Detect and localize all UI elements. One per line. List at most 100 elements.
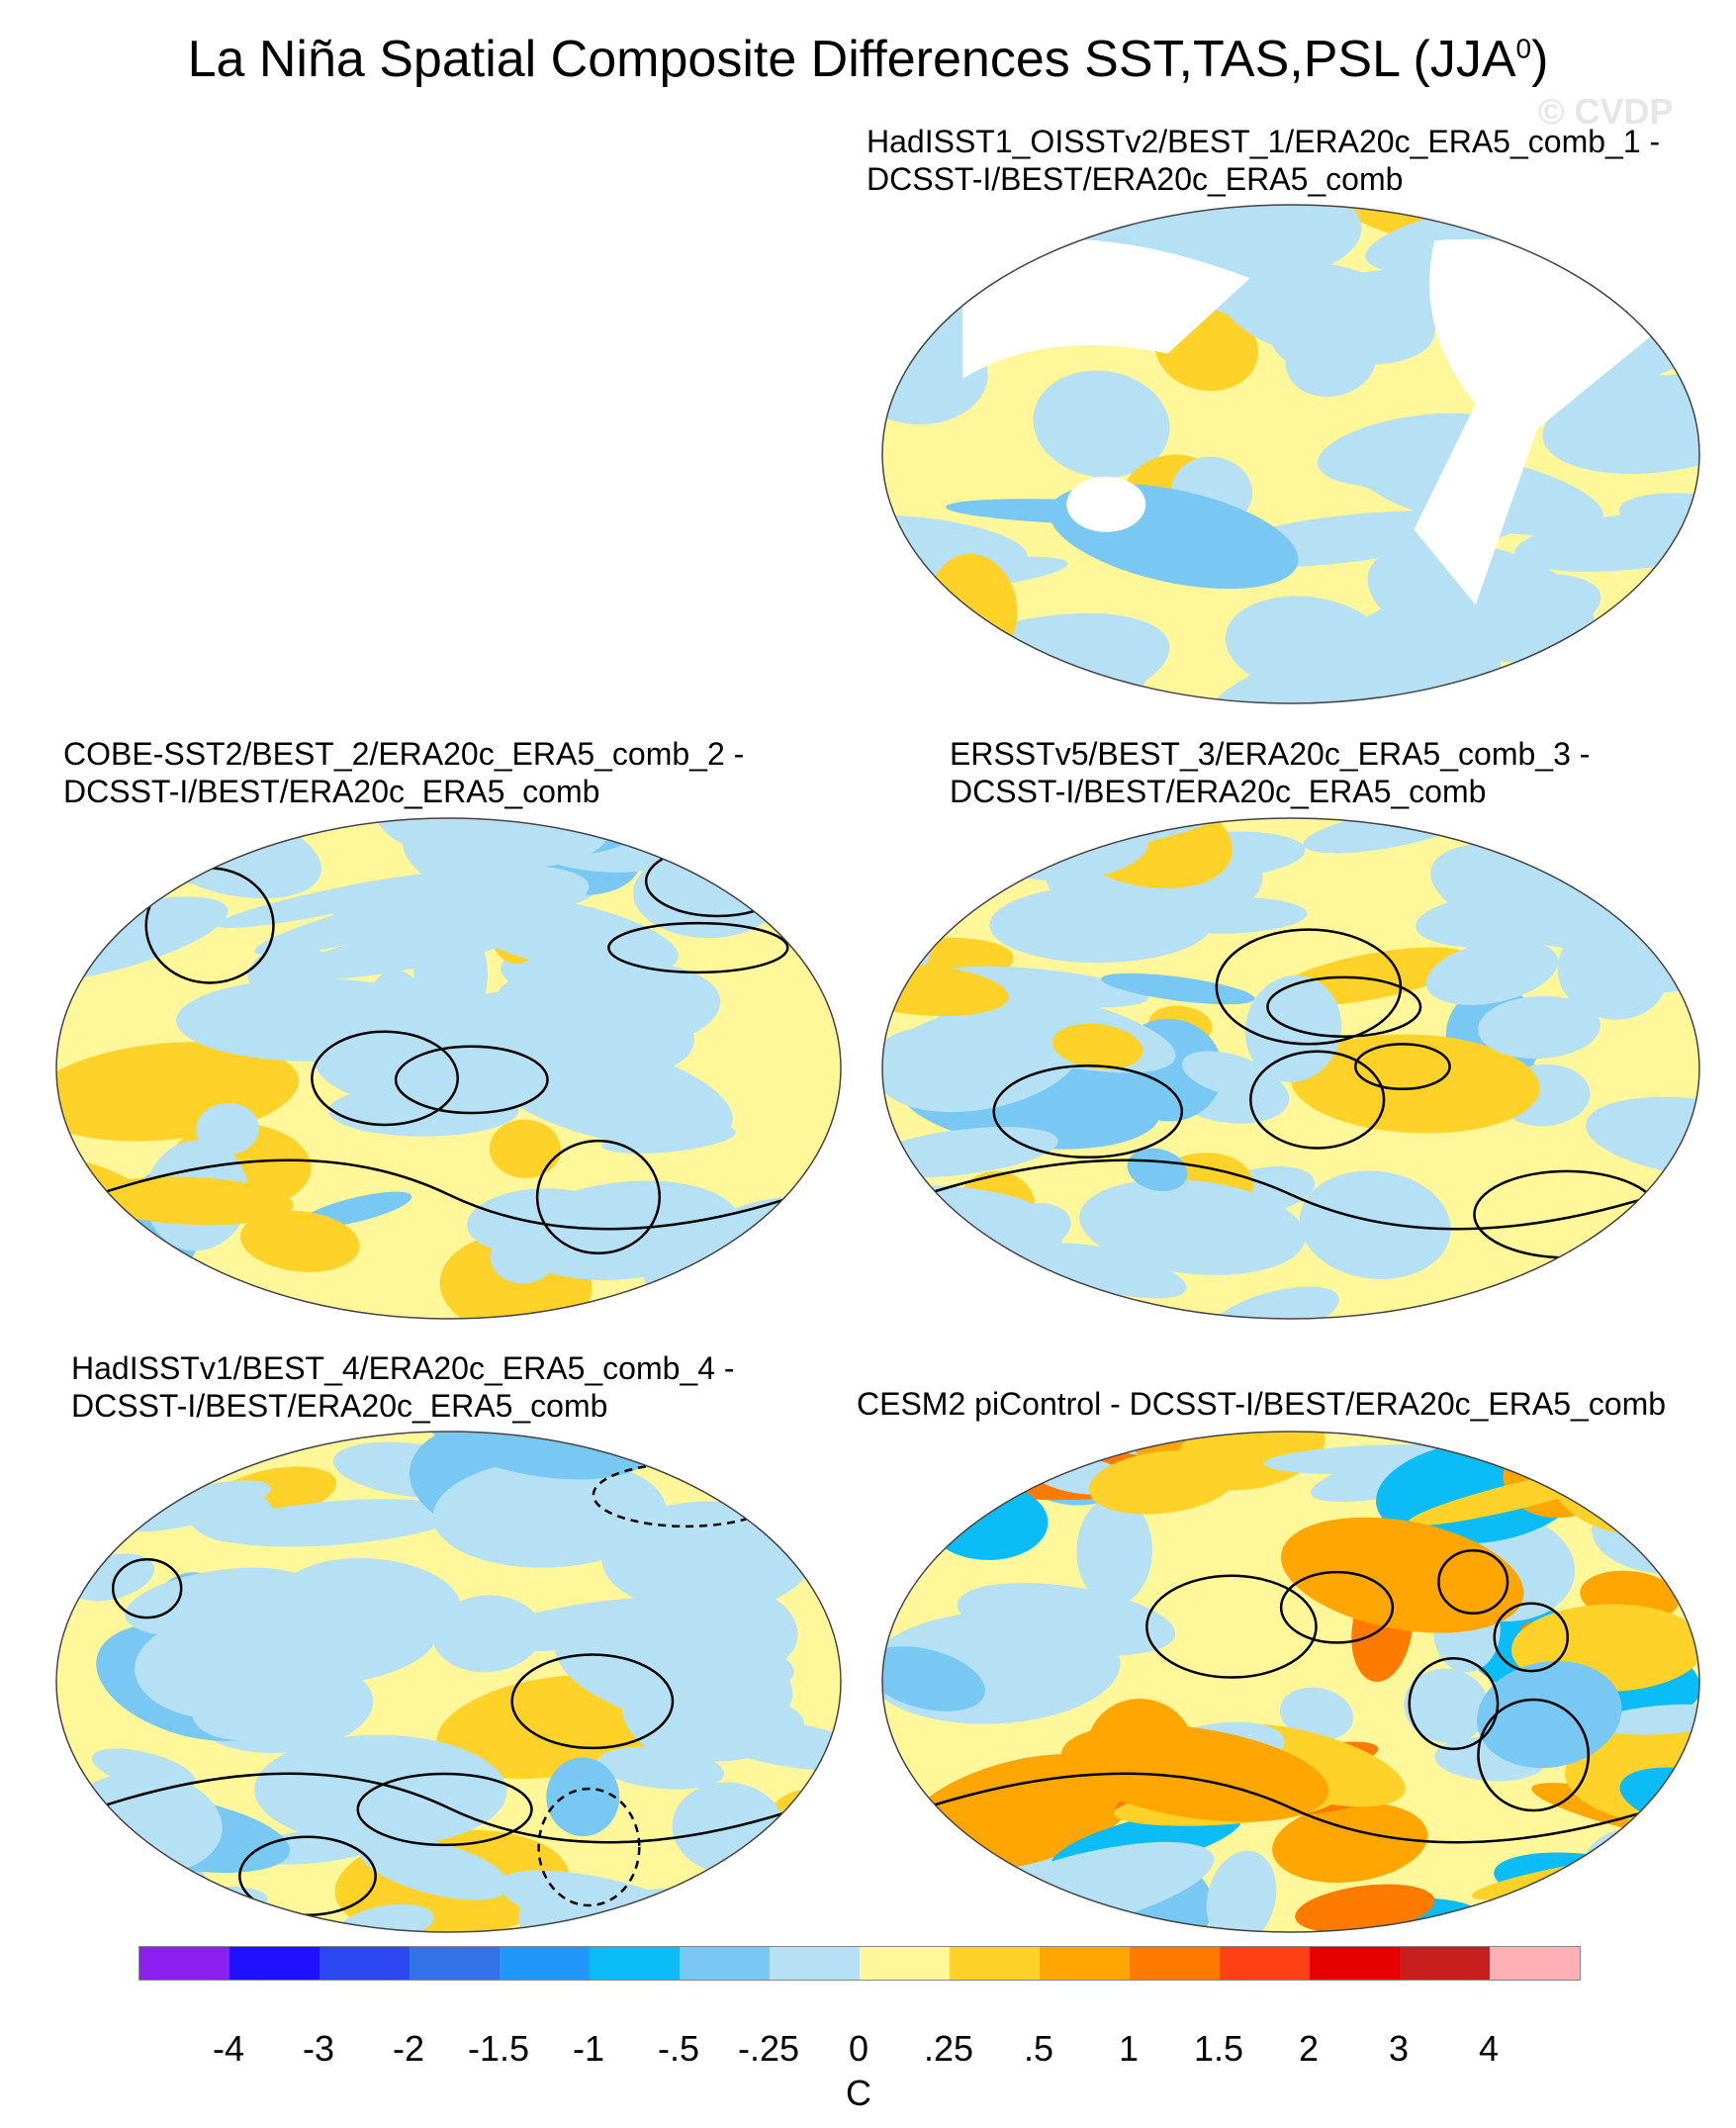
psl-contour <box>535 1139 662 1255</box>
anomaly-blob <box>338 1903 434 1932</box>
anomaly-blob <box>186 1485 276 1543</box>
anomaly-blob <box>1404 1668 1490 1743</box>
anomaly-blob <box>473 977 674 1038</box>
colorbar-tick-label: 0 <box>848 2028 869 2069</box>
anomaly-blob <box>239 1210 360 1272</box>
anomaly-blob <box>1596 1704 1699 1735</box>
anomaly-blob <box>1425 939 1559 1005</box>
psl-contour <box>394 1045 549 1115</box>
colorbar-swatch-5 <box>590 1947 680 1980</box>
map-outline <box>881 1431 1700 1933</box>
psl-contour <box>356 1772 533 1847</box>
anomaly-blob <box>254 881 513 956</box>
colorbar-swatch-13 <box>1310 1947 1400 1980</box>
page-title: La Niña Spatial Composite Differences SS… <box>187 31 1549 88</box>
psl-contour <box>607 921 789 974</box>
anomaly-blob <box>1281 1517 1524 1633</box>
anomaly-blob <box>56 1436 178 1512</box>
psl-contour <box>1477 1698 1591 1812</box>
anomaly-blob <box>635 1694 805 1762</box>
colorbar-swatch-10 <box>1040 1947 1130 1980</box>
anomaly-blob <box>432 1458 667 1568</box>
panel-4-map <box>55 1431 842 1933</box>
colorbar-swatch-11 <box>1130 1947 1220 1980</box>
anomaly-blob <box>1127 1148 1188 1192</box>
anomaly-blob <box>1219 260 1435 365</box>
anomaly-blob <box>1659 1831 1699 1903</box>
anomaly-blob <box>431 1595 542 1673</box>
anomaly-blob <box>882 231 994 292</box>
land-mask <box>1066 476 1146 532</box>
anomaly-blob <box>452 895 679 974</box>
psl-contour <box>56 1158 841 1231</box>
panel-5-map <box>881 1431 1700 1933</box>
anomaly-blob <box>1210 1286 1339 1319</box>
psl-contour <box>1249 1050 1386 1150</box>
psl-contour <box>1354 1043 1451 1091</box>
anomaly-blob <box>362 970 431 1083</box>
colorbar <box>138 1946 1581 1981</box>
colorbar-tick-label: 1.5 <box>1193 2028 1244 2069</box>
land-mask <box>1414 238 1661 605</box>
colorbar-tick-label: -.25 <box>737 2028 800 2069</box>
anomaly-blob <box>196 1102 259 1156</box>
colorbar-tick-label: 3 <box>1388 2028 1410 2069</box>
anomaly-blob <box>1600 205 1699 285</box>
anomaly-blob <box>1478 995 1600 1060</box>
anomaly-blob <box>1101 972 1255 1005</box>
panel-1-map <box>881 204 1700 704</box>
psl-contour <box>992 1064 1184 1159</box>
colorbar-tick-label: -2 <box>392 2028 425 2069</box>
anomaly-blob <box>904 1432 1025 1466</box>
anomaly-blob <box>490 1227 558 1284</box>
colorbar-tick-label: -3 <box>302 2028 335 2069</box>
colorbar-swatch-14 <box>1400 1947 1490 1980</box>
anomaly-blob <box>1542 374 1699 475</box>
colorbar-tick-label: 4 <box>1478 2028 1500 2069</box>
anomaly-blob <box>1052 1023 1143 1069</box>
anomaly-blob <box>546 1757 620 1837</box>
anomaly-blob <box>989 885 1213 964</box>
colorbar-tick-label: .5 <box>1023 2028 1054 2069</box>
colorbar-tick-label: -1 <box>572 2028 605 2069</box>
psl-contour <box>1279 1570 1395 1644</box>
psl-contour <box>882 1772 1699 1844</box>
anomaly-blob <box>511 1180 740 1280</box>
psl-contour <box>311 1030 459 1127</box>
anomaly-blob <box>768 1449 841 1482</box>
anomaly-blob <box>548 1031 660 1130</box>
map-outline <box>881 817 1700 1320</box>
panel-5-title: CESM2 piControl - DCSST-I/BEST/ERA20c_ER… <box>857 1386 1667 1422</box>
anomaly-blob <box>135 1614 322 1720</box>
map-outline <box>55 817 842 1320</box>
psl-contour <box>1437 1549 1509 1615</box>
anomaly-blob <box>1367 540 1596 663</box>
anomaly-blob <box>254 1734 507 1847</box>
anomaly-blob <box>882 1646 985 1712</box>
anomaly-blob <box>1477 1660 1622 1769</box>
anomaly-blob <box>413 918 488 1032</box>
anomaly-blob <box>882 964 1009 1017</box>
anomaly-blob <box>1279 1687 1354 1741</box>
colorbar-tick-label: 2 <box>1298 2028 1320 2069</box>
anomaly-blob <box>358 1836 509 1900</box>
anomaly-blob <box>1600 1257 1699 1313</box>
psl-contour <box>1145 1574 1318 1679</box>
anomaly-blob <box>767 901 841 928</box>
psl-contour <box>56 1772 841 1844</box>
panel-2-map <box>55 817 842 1320</box>
colorbar-swatch-0 <box>139 1947 229 1980</box>
panel-2-title: COBE-SST2/BEST_2/ERA20c_ERA5_comb_2 - DC… <box>63 736 745 809</box>
anomaly-blob <box>1060 1723 1329 1822</box>
map-outline <box>55 1431 842 1933</box>
psl-contour <box>1493 1602 1570 1673</box>
colorbar-tick-label: -1.5 <box>467 2028 530 2069</box>
colorbar-tick-label: 1 <box>1118 2028 1140 2069</box>
colorbar-swatch-7 <box>770 1947 860 1980</box>
colorbar-swatch-4 <box>500 1947 590 1980</box>
colorbar-swatch-6 <box>680 1947 770 1980</box>
panel-3-map <box>881 817 1700 1320</box>
land-mask <box>962 238 1250 379</box>
colorbar-tick-label: .25 <box>923 2028 974 2069</box>
anomaly-blob <box>739 1904 841 1932</box>
